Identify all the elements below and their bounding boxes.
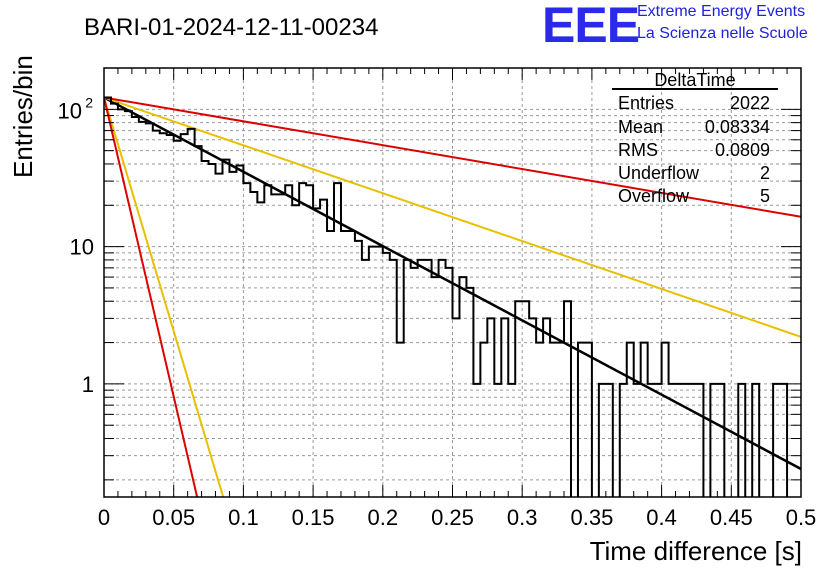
eee-logo: EEE xyxy=(542,0,640,53)
fit-lines xyxy=(104,96,801,497)
fit-line xyxy=(104,97,225,497)
histogram-series xyxy=(104,96,789,497)
stats-label: Overflow xyxy=(618,186,690,206)
x-tick-label: 0.1 xyxy=(228,505,259,530)
y-tick-label-exponent: 2 xyxy=(85,94,93,110)
stats-label: Underflow xyxy=(618,163,700,183)
x-tick-label: 0.45 xyxy=(710,505,753,530)
y-tick-label-100: 10 xyxy=(58,98,82,123)
fit-line xyxy=(104,96,801,218)
stats-value: 2 xyxy=(759,163,770,183)
stats-label: RMS xyxy=(618,140,658,160)
y-tick-label: 1 xyxy=(82,372,94,397)
logo-line-2: La Scienza nelle Scuole xyxy=(637,25,808,42)
x-tick-label: 0.5 xyxy=(786,505,817,530)
fit-line xyxy=(104,96,801,338)
stats-row-entries: Entries 2022 xyxy=(618,93,770,114)
x-tick-label: 0 xyxy=(98,505,110,530)
stats-value: 0.0809 xyxy=(714,140,770,160)
stats-row-overflow: Overflow 5 xyxy=(618,186,770,207)
x-tick-label: 0.35 xyxy=(570,505,613,530)
x-axis-label: Time difference [s] xyxy=(589,536,802,566)
x-tick-label: 0.15 xyxy=(292,505,335,530)
y-tick-label: 10 xyxy=(70,235,94,260)
x-tick-label: 0.3 xyxy=(507,505,538,530)
logo-line-1: Extreme Energy Events xyxy=(637,3,806,20)
x-tick-label: 0.25 xyxy=(431,505,474,530)
stats-title-underline xyxy=(612,88,778,90)
y-axis-label: Entries/bin xyxy=(8,55,38,178)
histogram-steps xyxy=(104,96,789,497)
stats-row-rms: RMS 0.0809 xyxy=(618,140,770,161)
stats-row-mean: Mean 0.08334 xyxy=(618,117,770,138)
x-tick-label: 0.4 xyxy=(646,505,677,530)
stats-title: DeltaTime xyxy=(654,70,736,90)
stats-label: Entries xyxy=(618,93,675,113)
fit-line xyxy=(104,97,199,497)
stats-value: 0.08334 xyxy=(704,117,770,137)
stats-value: 2022 xyxy=(729,93,770,113)
stats-value: 5 xyxy=(759,186,770,206)
chart-title: BARI-01-2024-12-11-00234 xyxy=(84,14,379,41)
stats-row-underflow: Underflow 2 xyxy=(618,163,770,184)
stats-label: Mean xyxy=(618,117,664,137)
x-tick-label: 0.05 xyxy=(152,505,195,530)
x-tick-label: 0.2 xyxy=(368,505,399,530)
